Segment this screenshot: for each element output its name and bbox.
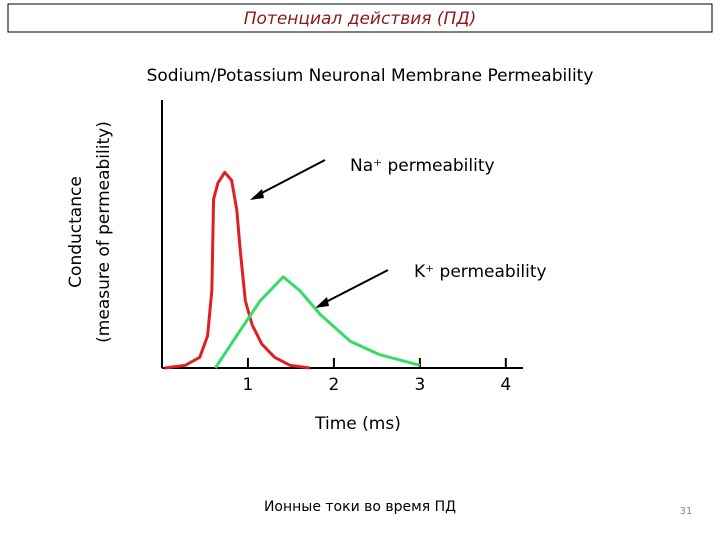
arrow-head	[315, 297, 329, 308]
x-tick-label: 1	[243, 375, 254, 395]
title-box	[7, 3, 713, 33]
y-axis-label: (measure of permeability)	[94, 121, 114, 343]
legend-label: K⁺ permeability	[414, 262, 547, 282]
chart-title: Sodium/Potassium Neuronal Membrane Perme…	[147, 66, 594, 86]
arrow	[255, 159, 326, 197]
page-number: 31	[680, 506, 693, 517]
legend-label: Na⁺ permeability	[350, 156, 495, 176]
y-axis-label: Conductance	[66, 176, 86, 288]
x-tick-label: 3	[414, 375, 425, 395]
caption: Ионные токи во время ПД	[264, 499, 456, 515]
series-line	[214, 275, 421, 369]
arrow	[321, 269, 389, 305]
slide-title: Потенциал действия (ПД)	[244, 9, 477, 29]
x-tick-label: 4	[500, 375, 511, 395]
x-tick-label: 2	[328, 375, 339, 395]
x-axis-label: Time (ms)	[314, 414, 401, 434]
series-line	[164, 170, 311, 370]
arrow-head	[250, 189, 264, 200]
